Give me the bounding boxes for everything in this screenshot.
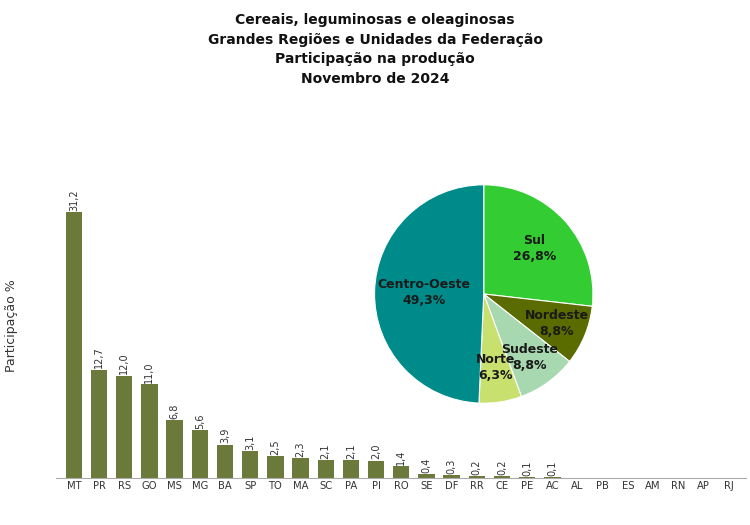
Text: 2,3: 2,3 (296, 442, 305, 457)
Text: 0,4: 0,4 (422, 458, 431, 473)
Wedge shape (479, 294, 521, 403)
Bar (519, 477, 536, 478)
Text: 2,5: 2,5 (270, 439, 280, 455)
Text: 6,8: 6,8 (170, 403, 179, 418)
Wedge shape (374, 185, 484, 403)
Bar (317, 460, 334, 478)
Text: Participação %: Participação % (4, 279, 18, 372)
Text: 0,1: 0,1 (548, 460, 557, 476)
Text: 12,0: 12,0 (119, 353, 129, 374)
Text: 2,1: 2,1 (321, 443, 331, 459)
Bar (494, 476, 510, 478)
Text: Nordeste
8,8%: Nordeste 8,8% (524, 309, 589, 338)
Wedge shape (484, 294, 569, 396)
Bar (544, 477, 560, 478)
Bar (443, 475, 460, 478)
Text: Centro-Oeste
49,3%: Centro-Oeste 49,3% (377, 278, 470, 307)
Text: 2,0: 2,0 (371, 444, 381, 459)
Bar (267, 456, 284, 478)
Bar (368, 461, 384, 478)
Text: 5,6: 5,6 (195, 413, 205, 429)
Bar (166, 420, 183, 478)
Text: 0,1: 0,1 (522, 460, 532, 476)
Bar (66, 212, 82, 478)
Text: 0,2: 0,2 (472, 459, 482, 475)
Bar (116, 375, 133, 478)
Text: 11,0: 11,0 (145, 361, 154, 383)
Bar (393, 466, 410, 478)
Text: 0,3: 0,3 (446, 458, 457, 474)
Bar (191, 430, 208, 478)
Bar (292, 458, 309, 478)
Bar (217, 445, 233, 478)
Bar (343, 460, 359, 478)
Wedge shape (484, 294, 592, 362)
Text: 12,7: 12,7 (94, 346, 104, 369)
Text: Cereais, leguminosas e oleaginosas
Grandes Regiões e Unidades da Federação
Parti: Cereais, leguminosas e oleaginosas Grand… (208, 13, 542, 86)
Bar (469, 476, 485, 478)
Text: Sul
26,8%: Sul 26,8% (513, 234, 556, 264)
Text: 0,2: 0,2 (497, 459, 507, 475)
Text: 1,4: 1,4 (396, 449, 406, 465)
Text: Sudeste
8,8%: Sudeste 8,8% (502, 343, 559, 372)
Bar (141, 384, 158, 478)
Text: 31,2: 31,2 (69, 189, 79, 211)
Text: Norte
6,3%: Norte 6,3% (476, 353, 514, 382)
Bar (91, 370, 107, 478)
Wedge shape (484, 185, 593, 306)
Bar (242, 452, 258, 478)
Text: 2,1: 2,1 (346, 443, 356, 459)
Text: 3,1: 3,1 (245, 435, 255, 450)
Text: 3,9: 3,9 (220, 428, 230, 443)
Bar (419, 475, 434, 478)
